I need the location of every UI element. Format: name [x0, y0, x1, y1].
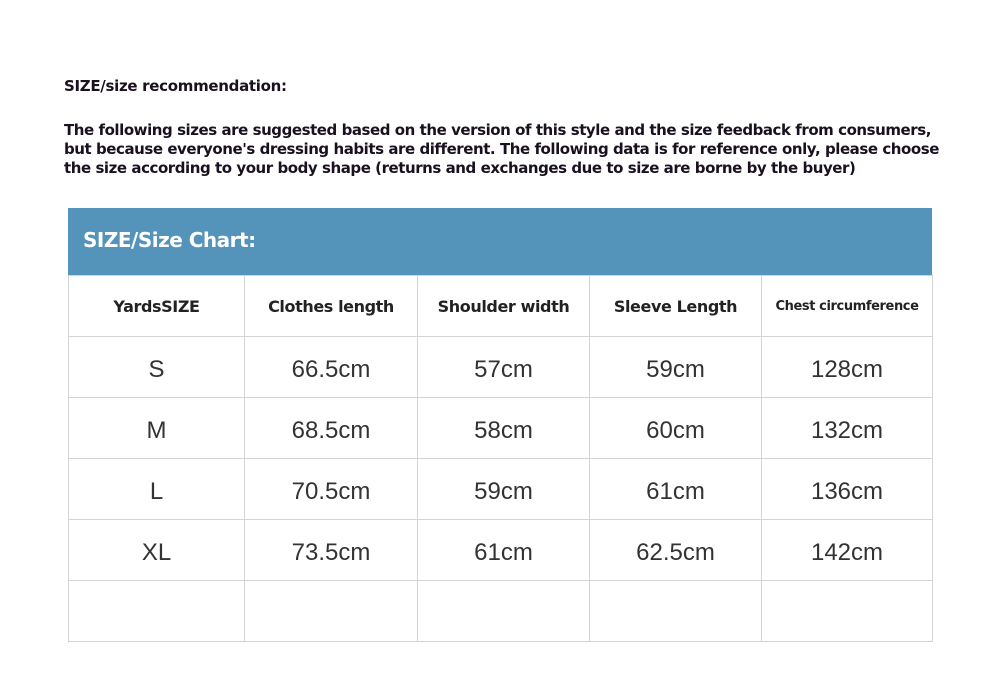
column-header: Sleeve Length	[589, 275, 762, 337]
table-cell: L	[68, 458, 245, 520]
intro-text: The following sizes are suggested based …	[64, 121, 939, 177]
table-cell: S	[68, 336, 245, 398]
table-cell: 132cm	[761, 397, 933, 459]
table-cell: 68.5cm	[244, 397, 418, 459]
table-row: M 68.5cm 58cm 60cm 132cm	[68, 397, 933, 459]
table-cell: 128cm	[761, 336, 933, 398]
table-cell: 66.5cm	[244, 336, 418, 398]
table-cell: 61cm	[417, 519, 590, 581]
table-cell: 59cm	[417, 458, 590, 520]
table-cell	[68, 580, 245, 642]
page-title: SIZE/size recommendation:	[64, 77, 287, 95]
table-cell	[244, 580, 418, 642]
table-row: S 66.5cm 57cm 59cm 128cm	[68, 336, 933, 398]
table-cell: 57cm	[417, 336, 590, 398]
table-cell: 60cm	[589, 397, 762, 459]
table-cell: 62.5cm	[589, 519, 762, 581]
size-table: YardsSIZE Clothes length Shoulder width Sle…	[68, 275, 933, 642]
table-cell: 73.5cm	[244, 519, 418, 581]
column-header: Clothes length	[244, 275, 418, 337]
size-chart-banner: SIZE/Size Chart:	[68, 208, 932, 275]
column-header: YardsSIZE	[68, 275, 245, 337]
table-cell: 58cm	[417, 397, 590, 459]
table-row	[68, 580, 933, 642]
table-cell	[761, 580, 933, 642]
table-cell: M	[68, 397, 245, 459]
table-cell: 136cm	[761, 458, 933, 520]
size-chart: SIZE/Size Chart: YardsSIZE Clothes length…	[68, 208, 933, 642]
table-cell: 59cm	[589, 336, 762, 398]
table-cell: 61cm	[589, 458, 762, 520]
column-header: Shoulder width	[417, 275, 590, 337]
column-header: Chest circumference	[761, 275, 933, 337]
table-cell: 142cm	[761, 519, 933, 581]
table-cell	[417, 580, 590, 642]
table-cell: 70.5cm	[244, 458, 418, 520]
table-cell	[589, 580, 762, 642]
table-header-row: YardsSIZE Clothes length Shoulder width Sle…	[68, 275, 933, 337]
table-cell: XL	[68, 519, 245, 581]
table-row: XL 73.5cm 61cm 62.5cm 142cm	[68, 519, 933, 581]
table-row: L 70.5cm 59cm 61cm 136cm	[68, 458, 933, 520]
